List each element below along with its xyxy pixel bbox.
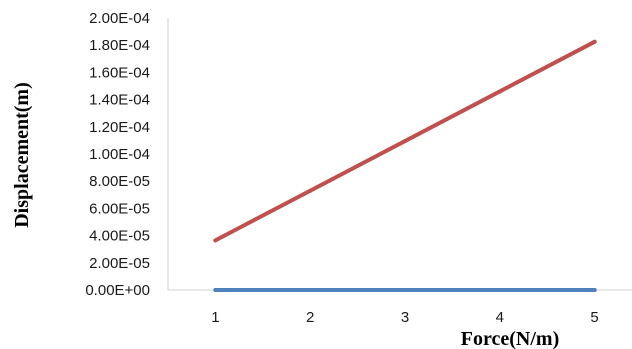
- y-tick-label: 2.00E-05: [89, 255, 150, 272]
- data-point: [308, 188, 313, 193]
- data-point: [213, 288, 218, 292]
- data-point: [403, 288, 407, 292]
- data-point: [592, 288, 597, 292]
- data-point: [592, 39, 597, 44]
- x-tick-label: 3: [401, 309, 409, 326]
- y-tick-label: 2.00E-04: [89, 10, 150, 27]
- y-tick-label: 1.60E-04: [89, 64, 150, 81]
- x-tick-label: 5: [590, 309, 598, 326]
- x-axis-title: Force(N/m): [461, 328, 559, 349]
- y-tick-label: 8.00E-05: [89, 173, 150, 190]
- data-point: [403, 139, 407, 144]
- data-point: [213, 238, 218, 243]
- series-lines: [213, 39, 597, 292]
- x-tick-labels: 1 2 3 4 5: [211, 309, 599, 326]
- y-tick-label: 6.00E-05: [89, 200, 150, 217]
- y-tick-label: 0.00E+00: [85, 282, 150, 299]
- data-point: [497, 89, 502, 94]
- data-point: [308, 288, 313, 292]
- y-axis-title: Displacement(m): [11, 82, 33, 228]
- y-tick-label: 1.20E-04: [89, 119, 150, 136]
- y-tick-label: 1.40E-04: [89, 92, 150, 109]
- x-tick-label: 1: [211, 309, 219, 326]
- y-tick-labels: 0.00E+00 2.00E-05 4.00E-05 6.00E-05 8.00E-05…: [85, 10, 150, 299]
- data-point: [497, 288, 502, 292]
- y-tick-label: 4.00E-05: [89, 228, 150, 245]
- x-tick-label: 2: [306, 309, 314, 326]
- x-tick-label: 4: [496, 309, 504, 326]
- y-tick-label: 1.00E-04: [89, 146, 150, 163]
- y-tick-label: 1.80E-04: [89, 37, 150, 54]
